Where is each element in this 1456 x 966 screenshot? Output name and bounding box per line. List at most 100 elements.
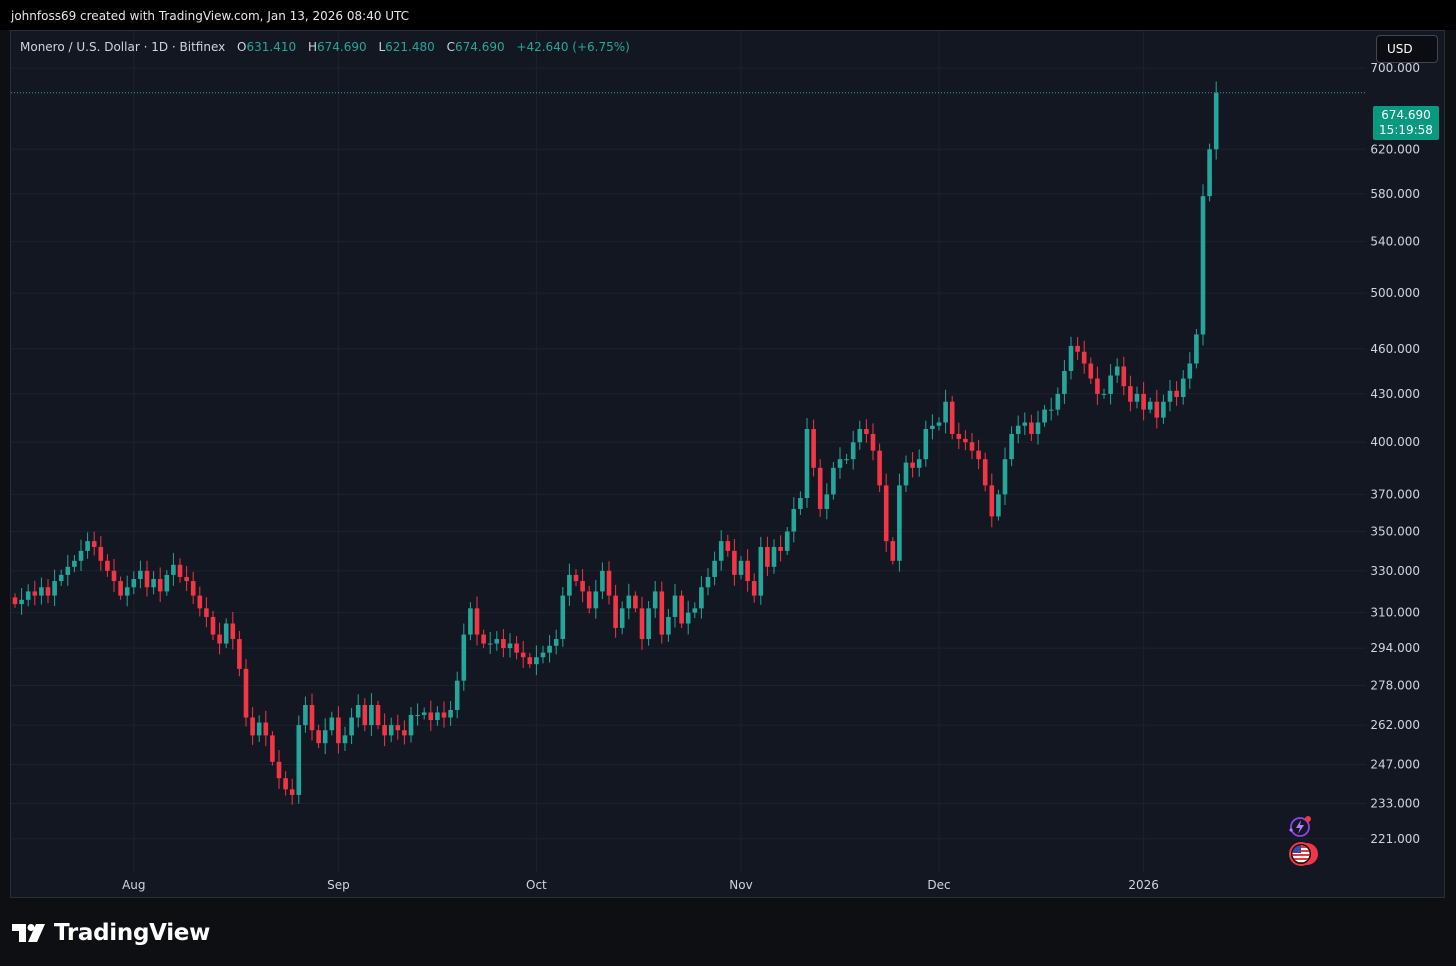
candle-body: [454, 680, 460, 710]
candle-body: [639, 608, 645, 640]
y-tick-label: 540.000: [1370, 235, 1420, 249]
candle-body: [586, 591, 592, 609]
candle-body: [520, 652, 526, 658]
candlestick-chart[interactable]: 700.000 620.000 580.000 540.000 500.000 460.0…: [11, 31, 1445, 898]
candle-body: [336, 717, 341, 744]
candle-body: [692, 608, 698, 613]
candle-body: [223, 623, 229, 644]
y-tick-label: 580.000: [1370, 187, 1420, 201]
candle-body: [1141, 393, 1146, 410]
candle-body: [652, 591, 658, 609]
candle-body: [448, 709, 453, 718]
candle-body: [217, 634, 222, 644]
x-tick-label: 2026: [1128, 878, 1159, 892]
candle-body: [659, 591, 665, 635]
candle-body: [573, 574, 579, 582]
candle-body: [388, 725, 394, 736]
candle-body: [230, 623, 236, 640]
candle-body: [712, 560, 717, 577]
candle-body: [1200, 196, 1206, 335]
candle-body: [1048, 409, 1054, 411]
candle-body: [138, 570, 143, 580]
candle-body: [745, 560, 750, 582]
low-label: L: [378, 40, 386, 54]
candle-body: [930, 425, 935, 430]
currency-button[interactable]: USD: [1376, 35, 1438, 63]
candle-body: [78, 550, 84, 561]
candle-body: [989, 485, 995, 517]
candle-body: [190, 581, 196, 596]
candle-body: [283, 778, 288, 790]
candle-body: [883, 485, 889, 542]
candle-body: [1207, 149, 1212, 197]
candle-body: [844, 459, 849, 461]
candle-body: [791, 508, 797, 532]
bar-countdown: 15:19:58: [1379, 123, 1433, 137]
high-value: 674.690: [316, 40, 367, 54]
candle-body: [1134, 393, 1140, 402]
candle-body: [1042, 409, 1047, 423]
brand-name: TradingView: [54, 920, 211, 946]
y-tick-label: 330.000: [1370, 564, 1420, 578]
lightning-event-icon[interactable]: [1286, 815, 1316, 843]
candle-body: [1101, 393, 1107, 395]
candle-body: [435, 712, 440, 721]
credit-text: johnfoss69 created with TradingView.com,…: [11, 9, 410, 23]
y-tick-label: 294.000: [1370, 641, 1420, 655]
last-price-value: 674.690: [1381, 108, 1431, 122]
symbol-title[interactable]: Monero / U.S. Dollar · 1D · Bitfinex: [20, 40, 226, 54]
candle-body: [461, 634, 467, 681]
low-value: 621.480: [385, 40, 435, 54]
candle-body: [369, 704, 374, 726]
x-tick-label: Oct: [526, 878, 547, 892]
chart-pane[interactable]: 700.000 620.000 580.000 540.000 500.000 460.0…: [10, 30, 1445, 898]
candle-body: [1167, 390, 1173, 402]
candle-body: [421, 712, 427, 715]
candle-body: [1114, 366, 1120, 376]
candle-body: [646, 608, 651, 640]
candle-body: [923, 429, 929, 460]
us-flag-event-icon[interactable]: [1287, 841, 1321, 871]
candle-body: [897, 485, 902, 561]
candle-body: [738, 560, 744, 575]
candle-body: [758, 546, 764, 596]
candle-body: [177, 564, 183, 577]
candle-body: [798, 497, 803, 509]
candle-body: [553, 639, 559, 646]
candle-body: [567, 574, 572, 596]
candle-body: [850, 442, 856, 460]
close-label: C: [446, 40, 455, 54]
candle-body: [633, 595, 638, 609]
candle-body: [527, 657, 533, 665]
candle-body: [619, 608, 625, 628]
candle-body: [600, 570, 605, 592]
candle-body: [817, 467, 823, 509]
y-tick-label: 430.000: [1370, 387, 1420, 401]
candle-body: [501, 639, 506, 649]
tradingview-logo[interactable]: TradingView: [12, 919, 210, 947]
y-tick-label: 700.000: [1370, 61, 1420, 75]
candle-body: [507, 643, 513, 649]
candle-body: [184, 576, 189, 582]
candle-body: [982, 459, 988, 486]
candle-body: [25, 591, 31, 600]
candle-body: [864, 429, 869, 434]
y-tick-label: 370.000: [1370, 487, 1420, 501]
candle-body: [1128, 386, 1133, 402]
candle-body: [289, 789, 295, 795]
candle-body: [342, 735, 348, 744]
candle-body: [91, 541, 97, 547]
candle-body: [1062, 370, 1067, 394]
candle-body: [402, 730, 407, 736]
candle-body: [778, 546, 783, 551]
candle-body: [85, 541, 90, 551]
candle-body: [144, 570, 150, 588]
candle-body: [428, 712, 434, 721]
candle-body: [171, 564, 176, 575]
candle-body: [32, 591, 38, 596]
candle-body: [395, 725, 401, 731]
candle-body: [1055, 393, 1061, 410]
candle-body: [349, 717, 354, 736]
candle-body: [303, 704, 308, 726]
y-tick-label: 247.000: [1370, 758, 1420, 772]
